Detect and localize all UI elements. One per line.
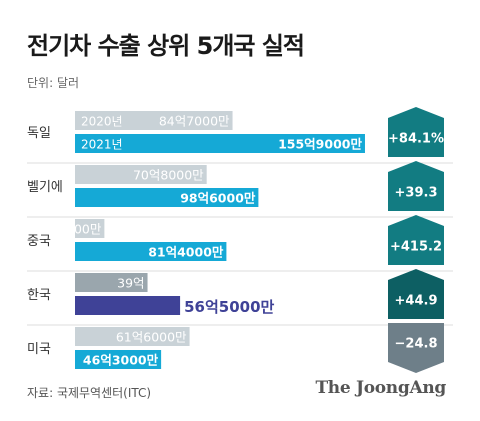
change-badge-down-icon — [388, 323, 444, 373]
change-label: +84.1% — [388, 132, 444, 147]
legend-label-2021: 2021년 — [81, 138, 123, 152]
bar-2021 — [75, 242, 227, 261]
brand-logo: The JoongAng — [315, 378, 446, 398]
bar-value-label: 81억4000만 — [148, 245, 224, 260]
bar-2021 — [75, 350, 162, 369]
category-label: 미국 — [27, 342, 51, 357]
unit-label: 단위: 달러 — [27, 76, 80, 90]
bar-2020 — [75, 111, 233, 130]
category-label: 독일 — [27, 126, 51, 141]
change-label: +44.9 — [395, 294, 438, 309]
bar-2020 — [75, 273, 148, 292]
bar-2021 — [75, 188, 259, 207]
change-label: −24.8 — [395, 337, 438, 352]
bar-value-label: 15억8000만 — [31, 222, 102, 237]
category-label: 한국 — [27, 288, 51, 303]
bar-2020 — [75, 327, 190, 346]
chart-title: 전기차 수출 상위 5개국 실적 — [27, 32, 305, 60]
bar-value-label: 155억9000만 — [278, 137, 362, 152]
bar-value-label: 39억 — [117, 276, 144, 291]
change-label: +415.2 — [390, 240, 442, 255]
change-label: +39.3 — [395, 186, 438, 201]
bar-2020 — [75, 219, 105, 238]
category-label: 벨기에 — [27, 180, 63, 195]
bar-value-label: 70억8000만 — [133, 168, 204, 183]
bar-value-label: 84억7000만 — [159, 114, 230, 129]
bar-2020 — [75, 165, 207, 184]
bar-2021 — [75, 296, 181, 315]
bar-2021 — [75, 134, 365, 153]
bar-value-label: 98억6000만 — [180, 191, 256, 206]
source-label: 자료: 국제무역센터(ITC) — [27, 386, 152, 400]
legend-label-2020: 2020년 — [81, 115, 123, 129]
change-badge-up-icon — [388, 161, 444, 211]
category-label: 중국 — [27, 234, 51, 249]
change-badge-up-icon — [388, 269, 444, 319]
change-badge-up-icon — [388, 107, 444, 157]
change-badge-up-icon — [388, 215, 444, 265]
bar-value-label: 46억3000만 — [83, 353, 159, 368]
bar-value-label: 61억6000만 — [116, 330, 187, 345]
bar-value-label: 56억5000만 — [184, 298, 274, 316]
